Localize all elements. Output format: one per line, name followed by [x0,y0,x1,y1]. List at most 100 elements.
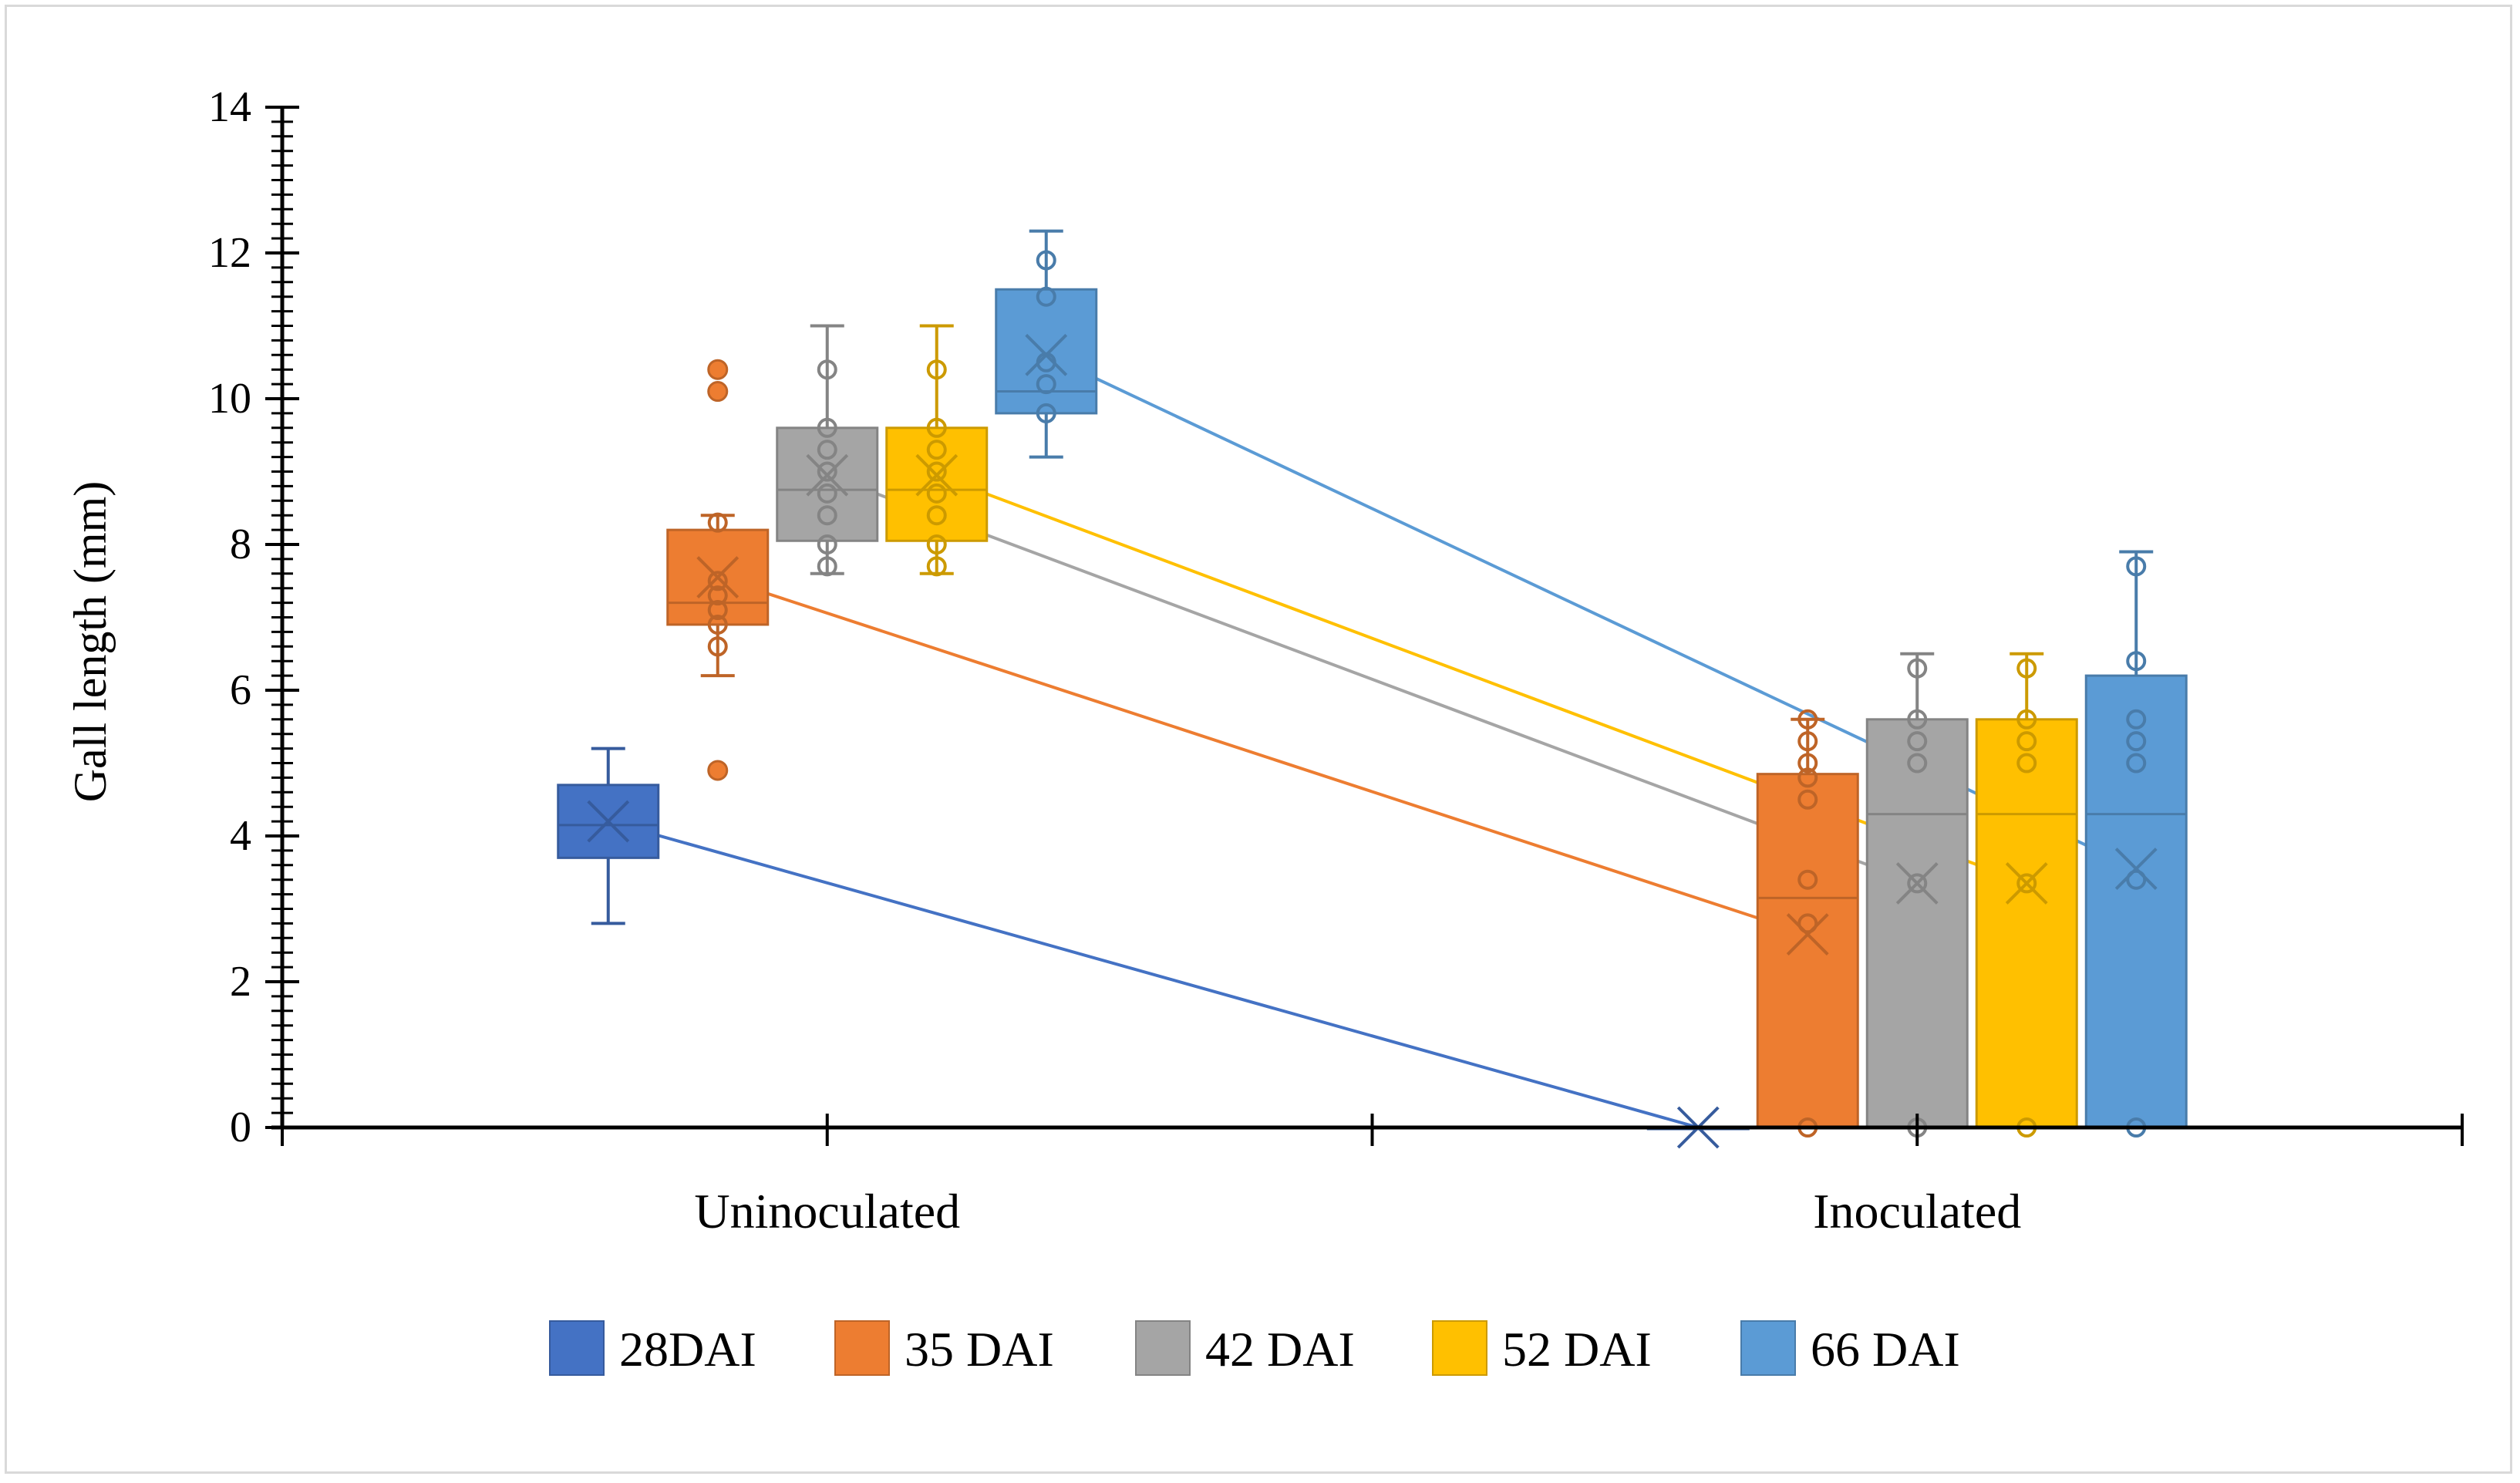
data-point [1907,731,1928,752]
data-point [2126,869,2147,890]
data-point [926,505,947,526]
mean-marker [587,800,630,843]
data-point [817,534,837,554]
data-point [1907,753,1928,774]
mean-marker [806,453,849,497]
y-tick-label: 14 [208,83,251,131]
box-2-0 [776,324,879,577]
legend-swatch [1432,1320,1487,1376]
data-point [707,600,728,621]
x-category-label: Inoculated [1813,1184,2021,1239]
box-2-1 [1865,652,1969,1138]
data-point [926,461,947,482]
outlier-point [707,760,729,781]
data-point [1907,709,1928,730]
box-body [2084,674,2188,1129]
data-point [926,440,947,460]
data-point [1797,767,1818,788]
data-point [1797,753,1818,774]
y-tick-label: 6 [230,666,251,714]
y-axis-title: Gall length (mm) [65,481,116,803]
legend-item: 42 DAI [1135,1320,1355,1377]
data-point [1036,403,1056,423]
data-point [707,512,728,533]
data-point [2126,753,2147,774]
data-point [817,440,837,460]
data-point [707,585,728,606]
mean-marker [2114,848,2158,890]
legend-swatch [1135,1320,1191,1376]
legend-label: 35 DAI [905,1322,1054,1377]
y-tick-label: 12 [208,229,251,277]
mean-marker [1895,862,1939,905]
box-body [1756,773,1859,1129]
data-point [707,614,728,635]
box-0-0 [557,747,660,925]
data-point [1907,873,1928,894]
mean-marker [915,453,958,497]
data-point [1797,869,1818,890]
data-point [1797,709,1818,730]
box-1-1 [1756,709,1859,1138]
data-point [2126,556,2147,577]
data-point [926,483,947,504]
box-1-0 [666,359,770,781]
legend-item: 35 DAI [834,1320,1054,1377]
box-4-0 [995,229,1098,459]
data-point [1797,731,1818,752]
mean-line [827,474,1918,885]
mean-marker [1025,333,1068,376]
mean-marker [1786,913,1829,956]
mean-marker [696,556,739,598]
box-body [1975,718,2078,1129]
legend-swatch [1740,1320,1796,1376]
data-point [2016,731,2037,752]
data-point [707,571,728,592]
box-4-1 [2084,550,2188,1138]
data-point [817,359,837,380]
mean-line [936,474,2027,885]
data-point [926,359,947,380]
legend-item: 52 DAI [1432,1320,1652,1377]
data-point [926,417,947,438]
chart-frame: 0 2 4 6 8 10 12 14 Uninoculated Inoculated Gall … [5,5,2512,1474]
y-tick-label: 10 [208,375,251,423]
legend-item: 66 DAI [1740,1320,1960,1377]
data-point [1036,286,1056,307]
mean-line [1045,353,2138,871]
x-category-label: Uninoculated [694,1184,960,1239]
data-point [817,505,837,526]
legend-swatch [549,1320,605,1376]
data-point [2016,709,2037,730]
y-tick-label: 4 [230,812,251,860]
data-point [817,461,837,482]
data-point [817,556,837,577]
data-point [817,417,837,438]
data-point [2016,658,2037,679]
data-point [1797,789,1818,810]
box-3-0 [885,324,989,577]
legend-label: 66 DAI [1811,1322,1960,1377]
data-point [926,556,947,577]
data-point [2016,873,2037,894]
outlier-point [707,359,729,380]
data-point [2126,651,2147,672]
box-body [995,288,1098,415]
legend-label: 42 DAI [1205,1322,1355,1377]
mean-line [608,820,1699,1129]
y-tick-label: 8 [230,521,251,568]
legend: 28DAI 35 DAI 42 DAI 52 DAI 66 DAI [549,1320,1960,1377]
data-point [707,636,728,657]
box-body [1865,718,1969,1129]
y-tick-label: 0 [230,1104,251,1151]
data-point [926,534,947,554]
mean-marker [2005,862,2048,905]
box-plot-chart: 0 2 4 6 8 10 12 14 Uninoculated Inoculated Gall … [65,83,2464,1377]
legend-label: 28DAI [619,1322,756,1377]
legend-swatch [834,1320,890,1376]
y-tick-label: 2 [230,958,251,1006]
data-point [1907,658,1928,679]
data-point [1036,250,1056,271]
data-point [2126,731,2147,752]
mean-line [717,575,1808,936]
